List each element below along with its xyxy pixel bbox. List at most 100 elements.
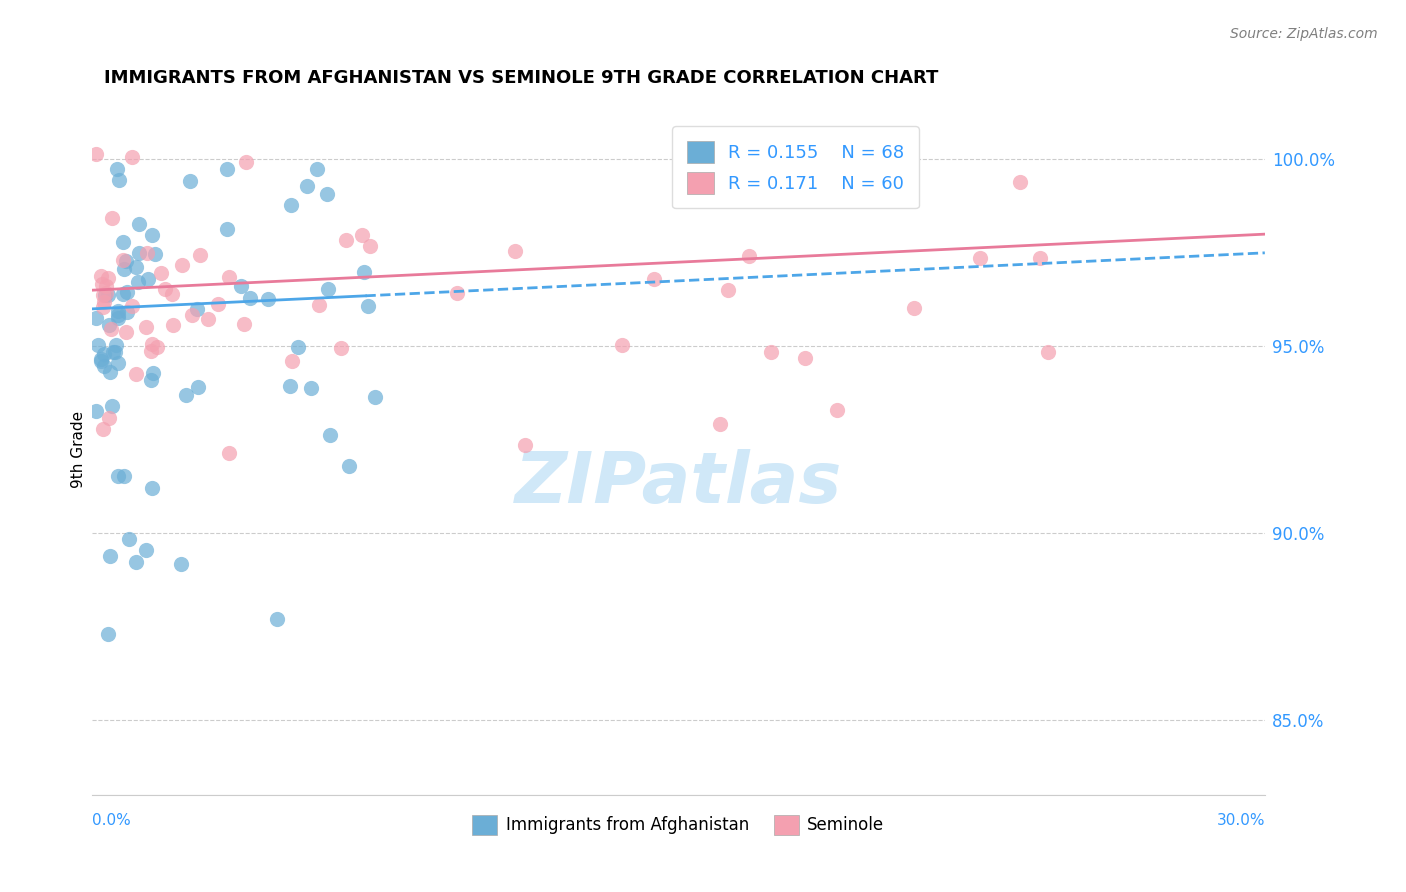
Text: IMMIGRANTS FROM AFGHANISTAN VS SEMINOLE 9TH GRADE CORRELATION CHART: IMMIGRANTS FROM AFGHANISTAN VS SEMINOLE … <box>104 69 938 87</box>
Point <box>142 366 165 380</box>
Point <box>141 481 163 495</box>
Point <box>709 417 731 432</box>
Point <box>135 246 157 260</box>
Point <box>217 161 239 176</box>
Point <box>100 399 122 413</box>
Point <box>128 246 150 260</box>
Point <box>101 345 124 359</box>
Point <box>266 612 288 626</box>
Point <box>111 287 134 301</box>
Point <box>217 221 239 235</box>
Point <box>737 249 759 263</box>
Point <box>143 247 166 261</box>
Point <box>107 310 129 325</box>
Point <box>107 308 129 322</box>
Point <box>301 380 323 394</box>
Point <box>181 309 204 323</box>
Point <box>128 217 150 231</box>
Point <box>117 304 139 318</box>
Point <box>1029 252 1052 266</box>
Point <box>337 459 360 474</box>
Point <box>107 304 129 318</box>
Point <box>135 543 157 558</box>
Point <box>513 437 536 451</box>
Point <box>98 365 121 379</box>
Point <box>235 154 257 169</box>
Point <box>197 312 219 326</box>
Point <box>162 318 184 333</box>
Point <box>676 174 699 188</box>
Point <box>1008 175 1031 189</box>
Point <box>305 162 328 177</box>
Point <box>169 558 191 572</box>
Point <box>281 354 304 368</box>
Point <box>612 337 634 351</box>
Point <box>127 276 149 290</box>
Point <box>503 244 526 259</box>
Point <box>115 254 138 268</box>
Point <box>825 403 848 417</box>
Point <box>187 380 209 394</box>
Point <box>146 340 169 354</box>
Point <box>717 283 740 297</box>
Point <box>335 233 357 247</box>
Point <box>94 287 117 301</box>
Point <box>1038 344 1060 359</box>
Point <box>280 198 302 212</box>
Point <box>297 178 319 193</box>
Point <box>903 301 925 315</box>
Point <box>882 135 904 149</box>
Point <box>218 445 240 459</box>
Point <box>134 320 156 334</box>
Point <box>84 311 107 326</box>
Point <box>104 338 127 352</box>
Point <box>93 359 115 374</box>
Point <box>353 265 375 279</box>
Point <box>93 347 115 361</box>
Point <box>96 271 118 285</box>
Y-axis label: 9th Grade: 9th Grade <box>72 410 86 488</box>
Point <box>84 147 107 161</box>
Point <box>316 282 339 296</box>
Point <box>121 150 143 164</box>
Point <box>141 336 163 351</box>
Point <box>91 422 114 436</box>
Point <box>278 379 301 393</box>
Point <box>364 390 387 404</box>
Point <box>90 351 112 366</box>
Point <box>107 356 129 370</box>
Legend: Immigrants from Afghanistan, Seminole: Immigrants from Afghanistan, Seminole <box>465 808 891 842</box>
Point <box>107 468 129 483</box>
Point <box>141 344 163 359</box>
Text: 0.0%: 0.0% <box>91 814 131 829</box>
Point <box>101 211 124 226</box>
Point <box>256 292 278 306</box>
Point <box>94 279 117 293</box>
Point <box>359 239 381 253</box>
Point <box>969 251 991 265</box>
Point <box>188 247 211 261</box>
Point <box>239 291 262 305</box>
Point <box>111 235 134 250</box>
Point <box>91 277 114 291</box>
Point <box>97 411 120 425</box>
Point <box>112 252 135 267</box>
Point <box>172 258 194 272</box>
Point <box>125 555 148 569</box>
Point <box>104 345 127 359</box>
Point <box>174 388 197 402</box>
Point <box>105 162 128 177</box>
Point <box>91 301 114 315</box>
Point <box>94 285 117 300</box>
Point <box>446 286 468 301</box>
Point <box>643 272 665 286</box>
Point <box>330 341 353 355</box>
Point <box>98 549 121 563</box>
Point <box>117 285 139 300</box>
Point <box>136 272 159 286</box>
Point <box>233 317 256 331</box>
Point <box>91 287 114 301</box>
Point <box>141 373 163 387</box>
Point <box>121 299 143 313</box>
Point <box>90 268 112 283</box>
